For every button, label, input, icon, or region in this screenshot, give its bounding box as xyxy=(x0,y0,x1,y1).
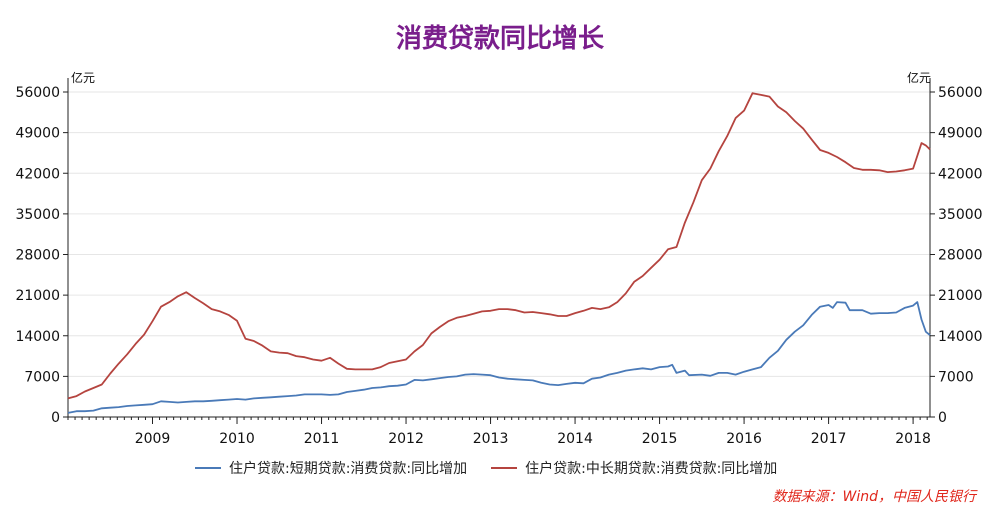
legend: 住户贷款:短期贷款:消费贷款:同比增加 住户贷款:中长期贷款:消费贷款:同比增加 xyxy=(195,458,777,478)
y-tick-label-left: 42000 xyxy=(15,166,60,182)
x-tick-label: 2016 xyxy=(726,431,762,447)
legend-item-short-term: 住户贷款:短期贷款:消费贷款:同比增加 xyxy=(195,458,467,478)
y-tick-label-right: 28000 xyxy=(938,248,983,264)
x-axis-ticks: 2009 2010 2011 2012 2013 2014 2015 2016 2017 2018 xyxy=(67,417,931,447)
y-axis-right-unit: 亿元 xyxy=(907,70,931,85)
series-lines xyxy=(67,92,931,414)
x-tick-label: 2015 xyxy=(642,431,678,447)
x-tick-label: 2018 xyxy=(895,431,931,447)
legend-swatch-short-term xyxy=(195,467,221,469)
axes xyxy=(67,78,931,418)
y-tick-label-left: 0 xyxy=(51,410,60,426)
y-tick-label-left: 21000 xyxy=(15,288,60,304)
x-tick-label: 2009 xyxy=(135,431,171,447)
x-tick-label: 2012 xyxy=(388,431,424,447)
chart-title: 消费贷款同比增长 xyxy=(395,24,604,54)
y-tick-label-left: 49000 xyxy=(15,126,60,142)
x-tick-label: 2014 xyxy=(557,431,593,447)
gridlines xyxy=(68,91,930,377)
y-tick-label-right: 49000 xyxy=(938,126,983,142)
y-tick-label-right: 0 xyxy=(938,410,947,426)
x-tick-label: 2010 xyxy=(219,431,255,447)
y-tick-label-left: 35000 xyxy=(15,207,60,223)
y-tick-label-left: 7000 xyxy=(24,369,60,385)
x-tick-label: 2013 xyxy=(473,431,509,447)
series-line-long-term xyxy=(67,92,931,400)
y-tick-label-right: 14000 xyxy=(938,329,983,345)
y-axis-right-ticks: 0 7000 14000 21000 28000 35000 42000 49000 56000 xyxy=(930,85,983,426)
x-tick-label: 2017 xyxy=(811,431,847,447)
y-tick-label-right: 35000 xyxy=(938,207,983,223)
y-axis-left-ticks: 0 7000 14000 21000 28000 35000 42000 49000 56000 xyxy=(15,85,68,426)
legend-label-long-term: 住户贷款:中长期贷款:消费贷款:同比增加 xyxy=(525,461,778,477)
y-tick-label-left: 14000 xyxy=(15,329,60,345)
legend-label-short-term: 住户贷款:短期贷款:消费贷款:同比增加 xyxy=(229,461,468,477)
y-tick-label-right: 56000 xyxy=(938,85,983,101)
series-line-short-term xyxy=(67,301,931,414)
y-tick-label-right: 21000 xyxy=(938,288,983,304)
y-axis-left-unit: 亿元 xyxy=(71,70,95,85)
legend-item-long-term: 住户贷款:中长期贷款:消费贷款:同比增加 xyxy=(491,458,777,478)
y-tick-label-left: 28000 xyxy=(15,248,60,264)
y-tick-label-right: 42000 xyxy=(938,166,983,182)
y-tick-label-left: 56000 xyxy=(15,85,60,101)
y-tick-label-right: 7000 xyxy=(938,369,974,385)
data-source-note: 数据来源：Wind，中国人民银行 xyxy=(772,489,977,505)
legend-swatch-long-term xyxy=(491,467,518,469)
x-tick-label: 2011 xyxy=(304,431,340,447)
